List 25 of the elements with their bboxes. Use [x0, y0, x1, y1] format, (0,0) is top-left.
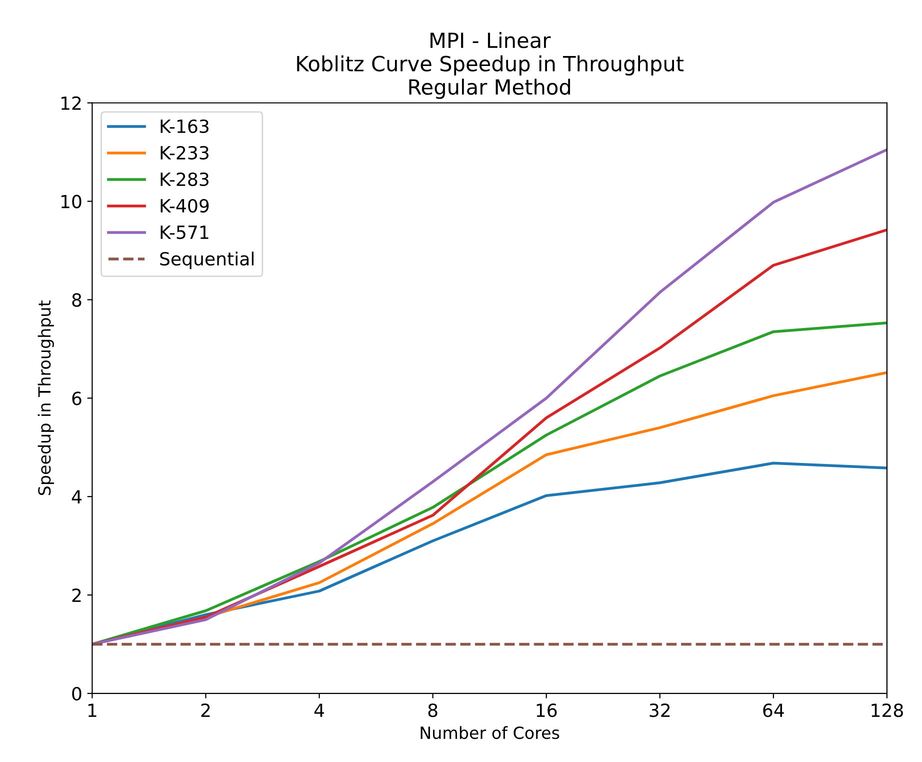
- line-series: [92, 148, 887, 646]
- x-tick-label: 64: [763, 703, 784, 718]
- chart-title: MPI - Linear Koblitz Curve Speedup in Throughput Regular Method: [297, 32, 684, 99]
- y-tick-label: 10: [61, 194, 82, 208]
- legend-label: K-163: [160, 119, 208, 134]
- x-tick-label: 32: [650, 703, 670, 718]
- y-tick-label: 6: [72, 392, 82, 406]
- x-tick-label: 128: [872, 703, 903, 718]
- legend-label: K-233: [160, 146, 208, 160]
- x-axis-title: Number of Cores: [420, 726, 560, 740]
- x-tick-label: 4: [314, 704, 324, 717]
- x-tick-label: 1: [88, 704, 96, 717]
- legend-label: Sequential: [160, 252, 254, 270]
- y-tick-label: 12: [61, 96, 81, 110]
- y-tick-label: 0: [72, 686, 82, 701]
- y-axis-title: Speedup in Throughput: [38, 300, 54, 496]
- y-tick-label: 8: [72, 293, 82, 307]
- legend-label: K-283: [160, 172, 208, 186]
- legend-label: K-571: [160, 226, 208, 240]
- x-tick-label: 2: [201, 703, 210, 717]
- y-tick-label: 4: [72, 490, 82, 504]
- legend-label: K-409: [160, 198, 209, 213]
- x-tick-label: 16: [536, 703, 557, 718]
- x-tick-label: 8: [428, 703, 438, 718]
- y-tick-label: 2: [72, 588, 81, 602]
